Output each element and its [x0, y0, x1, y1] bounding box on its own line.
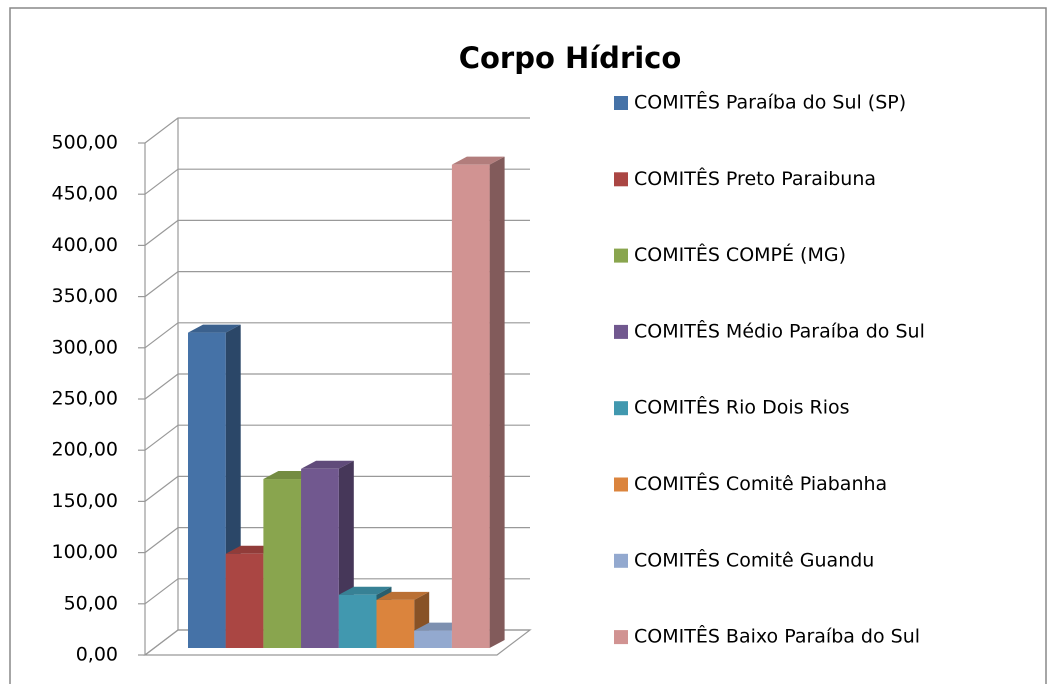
legend-swatch: [614, 172, 628, 187]
y-tick-label: 400,00: [52, 234, 118, 256]
grid-line: [144, 271, 530, 298]
bar: [414, 630, 452, 648]
grid-line: [144, 117, 530, 144]
bar-top: [301, 460, 354, 469]
legend-label: COMITÊS Comitê Guandu: [634, 548, 874, 571]
y-tick-label: 500,00: [52, 132, 118, 154]
chart-border: [9, 7, 1047, 684]
bar-top: [376, 591, 430, 600]
bar-top: [188, 324, 241, 333]
legend-swatch: [614, 248, 628, 263]
legend-swatch: [614, 553, 628, 568]
legend-label: COMITÊS Baixo Paraíba do Sul: [634, 625, 920, 648]
bar-side: [489, 156, 505, 648]
grid-line: [144, 526, 530, 554]
bar: [188, 332, 226, 648]
grid-line: [144, 475, 530, 502]
bar: [376, 599, 415, 648]
y-tick-label: 150,00: [52, 490, 118, 512]
legend-label: COMITÊS Rio Dois Rios: [634, 396, 850, 419]
bar: [263, 479, 302, 648]
legend-label: COMITÊS Médio Paraíba do Sul: [634, 319, 925, 342]
grid-line: [144, 578, 530, 605]
grid-line: [144, 424, 530, 451]
chart-title: Corpo Hídrico: [459, 41, 682, 75]
legend-label: COMITÊS COMPÉ (MG): [634, 243, 846, 266]
y-tick-label: 200,00: [52, 439, 118, 461]
grid-line: [144, 373, 530, 400]
bar-top: [338, 586, 392, 595]
legend-swatch: [614, 630, 628, 645]
y-tick-label: 100,00: [52, 541, 118, 563]
y-tick-label: 0,00: [76, 644, 118, 666]
legend-swatch: [614, 324, 628, 339]
y-tick-label: 350,00: [52, 285, 118, 307]
legend-swatch: [614, 96, 628, 110]
bar-top: [451, 156, 505, 165]
legend-label: COMITÊS Preto Paraibuna: [634, 167, 876, 190]
bar: [225, 553, 264, 648]
y-tick-label: 450,00: [52, 183, 118, 205]
bar: [338, 594, 377, 648]
legend-label: COMITÊS Paraíba do Sul (SP): [634, 91, 906, 114]
y-tick-label: 300,00: [52, 336, 118, 358]
y-tick-label: 250,00: [52, 388, 118, 410]
legend-label: COMITÊS Comitê Piabanha: [634, 472, 887, 495]
grid-line: [144, 219, 530, 246]
y-tick-label: 50,00: [64, 592, 118, 614]
grid-line: [144, 168, 530, 195]
bar: [451, 164, 490, 648]
legend-swatch: [614, 477, 628, 492]
grid-line: [144, 322, 530, 349]
bar: [301, 468, 339, 648]
legend-swatch: [614, 401, 628, 416]
